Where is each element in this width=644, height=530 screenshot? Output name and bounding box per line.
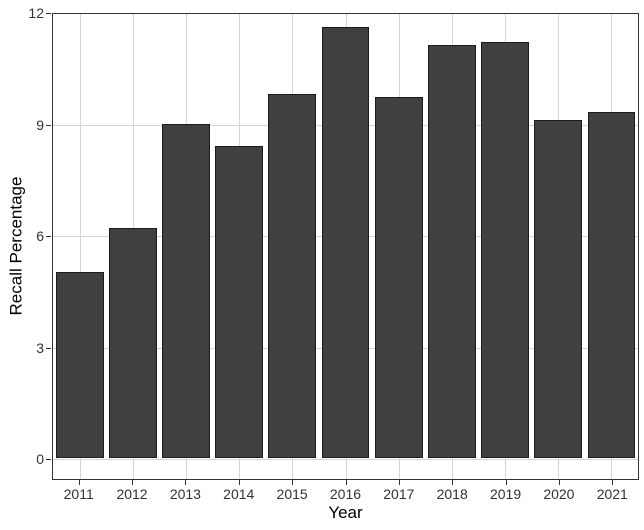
y-tick-mark [46, 347, 51, 349]
bar [215, 145, 264, 458]
y-tick-mark [46, 459, 51, 460]
y-tick-mark [46, 236, 51, 237]
x-tick-mark [345, 480, 347, 485]
x-tick-label: 2018 [436, 486, 468, 502]
bar-column [585, 14, 638, 479]
bar [481, 41, 530, 458]
x-tick-mark [78, 480, 80, 485]
x-tick-label: 2016 [329, 486, 362, 502]
x-tick-label: 2019 [489, 486, 522, 502]
bar-column [425, 14, 478, 479]
h-gridline [53, 459, 638, 460]
x-tick-label: 2021 [596, 486, 628, 502]
bar-columns [53, 14, 638, 479]
x-tick-mark [505, 480, 507, 485]
bar-column [213, 14, 266, 479]
x-tick-mark [452, 480, 454, 485]
x-axis-title: Year [328, 503, 363, 522]
bar-column [266, 14, 319, 479]
x-tick-mark [558, 480, 560, 485]
x-axis-tick-labels: 2011 2012 2013 2014 2015 2016 2017 2018 2019 2020… [52, 487, 639, 502]
bar [374, 97, 423, 458]
bar [321, 26, 370, 458]
bar [55, 272, 104, 458]
x-tick-mark [185, 480, 187, 485]
bar-column [479, 14, 532, 479]
x-tick-mark [398, 480, 400, 485]
plot-panel [52, 13, 639, 480]
y-axis-tick-labels: 0 3 6 9 12 [0, 0, 44, 530]
x-tick-label: 2014 [223, 486, 255, 502]
x-tick-mark [132, 480, 134, 485]
x-tick-label: 2017 [383, 486, 415, 502]
bar [534, 119, 583, 458]
bar [587, 112, 636, 458]
y-tick-label: 12 [28, 5, 44, 21]
y-tick-label: 6 [36, 228, 44, 244]
y-tick-label: 9 [36, 116, 44, 133]
v-gridline [79, 14, 81, 479]
bar [268, 93, 317, 458]
x-tick-mark [238, 480, 240, 485]
y-tick-label: 3 [36, 339, 44, 356]
y-tick-label: 0 [36, 451, 44, 467]
x-tick-label: 2013 [169, 486, 201, 502]
bar-column [532, 14, 585, 479]
bar-column [159, 14, 212, 479]
bar [108, 227, 157, 458]
bar [427, 45, 476, 458]
y-tick-mark [46, 124, 51, 126]
bar-column [319, 14, 372, 479]
x-tick-label: 2015 [276, 486, 308, 502]
y-tick-mark [46, 13, 51, 14]
x-tick-label: 2020 [543, 486, 575, 502]
bar-column [372, 14, 425, 479]
x-tick-label: 2012 [116, 486, 148, 502]
bar [162, 123, 210, 458]
x-tick-mark [612, 480, 614, 485]
bar-column [106, 14, 159, 479]
x-tick-mark [292, 480, 294, 485]
bar-column [53, 14, 106, 479]
x-tick-label: 2011 [63, 486, 94, 502]
